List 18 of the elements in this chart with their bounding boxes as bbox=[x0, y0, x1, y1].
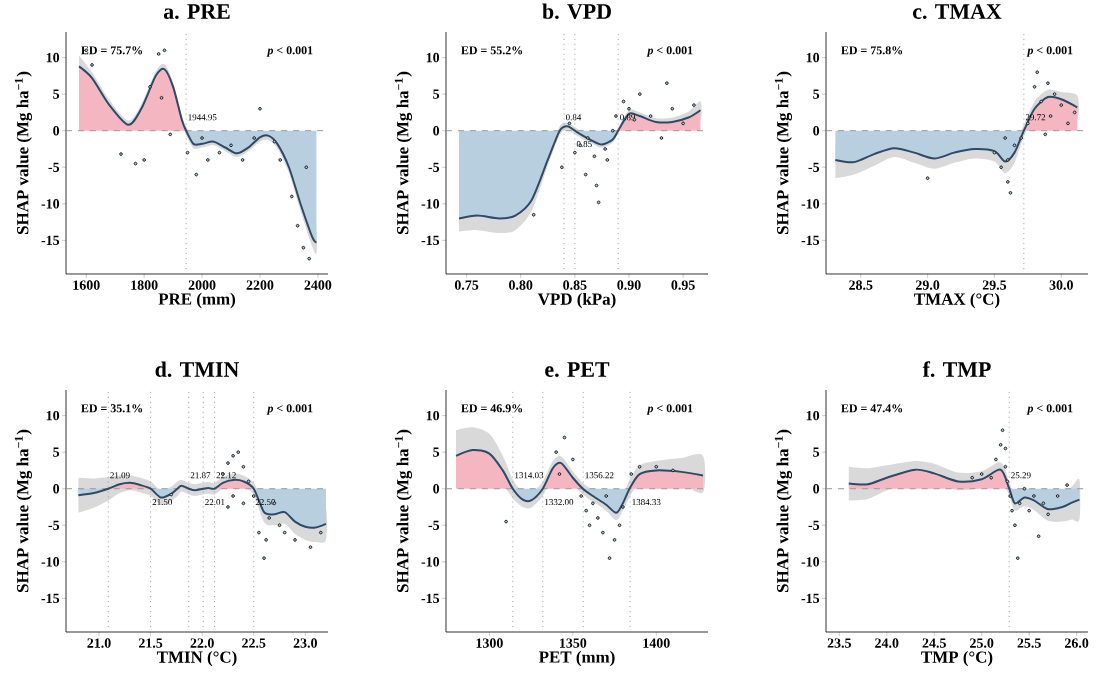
y-axis-title: SHAP value (Mg ha$^{−1}$) bbox=[774, 71, 793, 234]
chart-title: b. VPD bbox=[542, 3, 611, 19]
x-axis-title: TMIN (°C) bbox=[156, 650, 237, 667]
x-axis-title: VPD (kPa) bbox=[537, 292, 616, 309]
x-axis-title: TMP (°C) bbox=[921, 650, 993, 667]
chart-title: e. PET bbox=[545, 362, 610, 377]
x-axis-title: PRE (mm) bbox=[158, 292, 236, 309]
chart-title: d. TMIN bbox=[155, 361, 240, 377]
y-axis-title: SHAP value (Mg ha$^{−1}$) bbox=[394, 429, 413, 592]
x-axis-title: TMAX (°C) bbox=[914, 292, 1000, 309]
y-axis-title: SHAP value (Mg ha$^{−1}$) bbox=[14, 71, 33, 234]
y-axis-title: SHAP value (Mg ha$^{−1}$) bbox=[394, 71, 413, 234]
y-axis-title: SHAP value (Mg ha$^{−1}$) bbox=[774, 429, 793, 592]
y-axis-title: SHAP value (Mg ha$^{−1}$) bbox=[14, 429, 33, 592]
chart-title: f. TMP bbox=[922, 361, 991, 377]
chart-title: a. PRE bbox=[163, 4, 230, 19]
x-axis-title: PET (mm) bbox=[538, 650, 615, 667]
chart-title: c. TMAX bbox=[913, 4, 1002, 19]
